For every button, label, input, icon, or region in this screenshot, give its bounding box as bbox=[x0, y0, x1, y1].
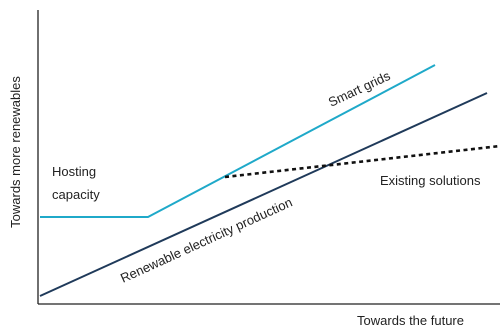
hosting-capacity-label-line2: capacity bbox=[52, 187, 100, 202]
smart-grids-label: Smart grids bbox=[326, 68, 393, 110]
hosting-capacity-smart-grids-line bbox=[40, 64, 436, 218]
existing-solutions-label: Existing solutions bbox=[380, 173, 481, 188]
renewable-production-line bbox=[39, 92, 488, 297]
x-axis-label: Towards the future bbox=[357, 313, 464, 328]
existing-solutions-line bbox=[224, 144, 501, 179]
hosting-capacity-label-line1: Hosting bbox=[52, 164, 96, 179]
y-axis-label: Towards more renewables bbox=[8, 76, 23, 228]
renewable-production-label: Renewable electricity production bbox=[118, 194, 295, 285]
